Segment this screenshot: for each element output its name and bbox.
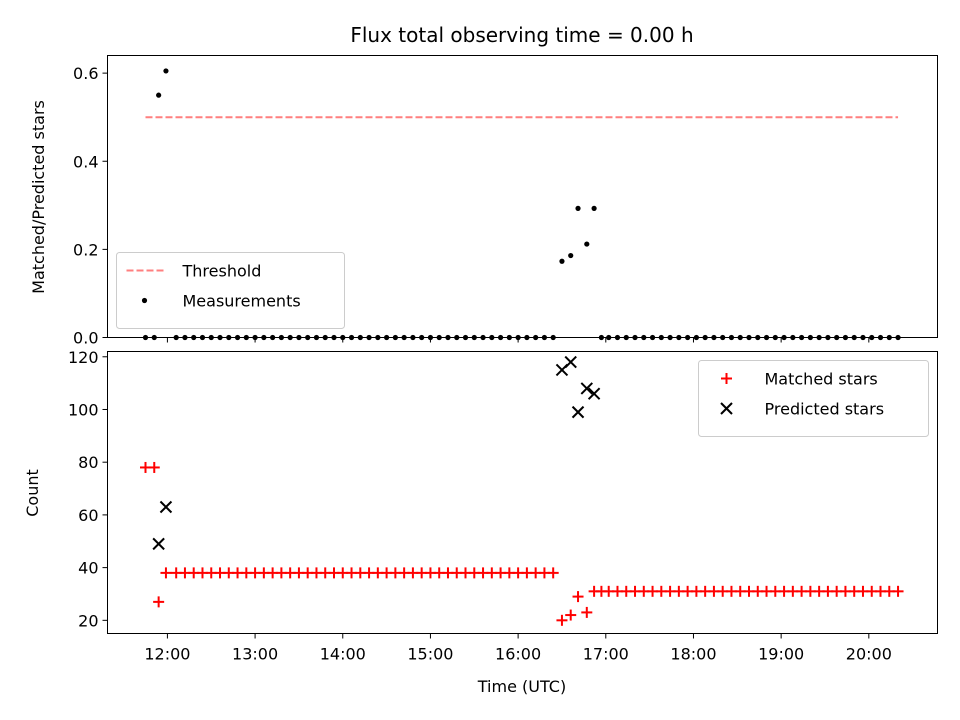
top-panel-marks	[142, 68, 901, 341]
legend-label: Threshold	[182, 262, 262, 281]
legend-frame	[116, 252, 345, 329]
matched-star-point	[160, 567, 172, 579]
y-tick-label: 100	[68, 400, 99, 419]
x-tick-label: 18:00	[670, 645, 716, 664]
matched-star-point	[892, 585, 904, 597]
x-tick-label: 17:00	[583, 645, 629, 664]
measurement-point	[568, 252, 574, 259]
bottom-panel: 12:00 13:00 14:00 15:00 16:00 17:00 18:00 19:00…	[23, 348, 938, 696]
bottom-y-axis-label: Count	[23, 469, 42, 517]
measurement-point	[575, 205, 581, 211]
legend-label: Measurements	[183, 292, 301, 311]
top-y-axis-label: Matched/Predicted stars	[29, 100, 48, 294]
legend-label: Predicted stars	[765, 400, 885, 419]
legend-frame	[698, 360, 929, 437]
predicted-star-point	[152, 537, 165, 551]
bottom-panel-frame	[107, 351, 938, 634]
chart-title: Flux total observing time = 0.00 h	[350, 23, 693, 47]
bottom-legend: Matched stars Predicted stars	[698, 360, 929, 437]
predicted-star-point	[580, 382, 594, 395]
predicted-star-point	[159, 500, 173, 514]
y-tick-label: 40	[78, 559, 98, 578]
measurement-point	[591, 205, 597, 211]
matched-star-point	[148, 461, 160, 473]
y-tick-label: 0.4	[73, 152, 98, 171]
y-tick-label: 120	[68, 348, 99, 367]
matched-star-point	[572, 591, 584, 603]
predicted-star-point	[587, 387, 601, 400]
y-tick-label: 60	[78, 506, 98, 525]
legend-swatch	[720, 402, 733, 415]
y-tick-label: 20	[78, 611, 98, 630]
legend-label: Matched stars	[765, 370, 878, 389]
predicted-star-point	[571, 405, 585, 419]
x-axis-label: Time (UTC)	[477, 677, 566, 696]
top-panel-frame	[107, 55, 938, 338]
measurement-point	[163, 68, 169, 74]
matched-star-point	[547, 567, 559, 579]
measurement-point	[156, 92, 162, 98]
top-panel-axes: 0.0 0.2 0.4 0.6	[73, 64, 870, 348]
top-panel: 0.0 0.2 0.4 0.6 Matched/Predicted stars Thr…	[29, 55, 938, 348]
legend-swatch	[721, 373, 732, 384]
measurement-point	[559, 258, 565, 264]
x-tick-label: 15:00	[407, 645, 453, 664]
bottom-panel-marks	[139, 355, 904, 626]
x-tick-label: 13:00	[232, 645, 278, 664]
matched-star-point	[581, 606, 593, 618]
y-tick-label: 0.6	[73, 64, 98, 83]
bottom-panel-axes: 12:00 13:00 14:00 15:00 16:00 17:00 18:00 19:00…	[68, 348, 892, 664]
y-tick-label: 80	[78, 453, 98, 472]
top-legend: Threshold Measurements	[116, 252, 345, 329]
predicted-star-point	[564, 355, 577, 369]
matched-star-point	[565, 609, 577, 621]
y-tick-label: 0.0	[73, 329, 98, 348]
x-tick-label: 16:00	[495, 645, 541, 664]
x-tick-label: 14:00	[320, 645, 366, 664]
measurement-point	[584, 241, 590, 247]
x-tick-label: 20:00	[846, 645, 892, 664]
x-tick-label: 12:00	[144, 645, 190, 664]
x-tick-label: 19:00	[758, 645, 804, 664]
matched-star-point	[153, 596, 165, 608]
legend-swatch	[141, 297, 148, 304]
y-tick-label: 0.2	[73, 240, 98, 259]
matched-star-point	[556, 614, 568, 626]
